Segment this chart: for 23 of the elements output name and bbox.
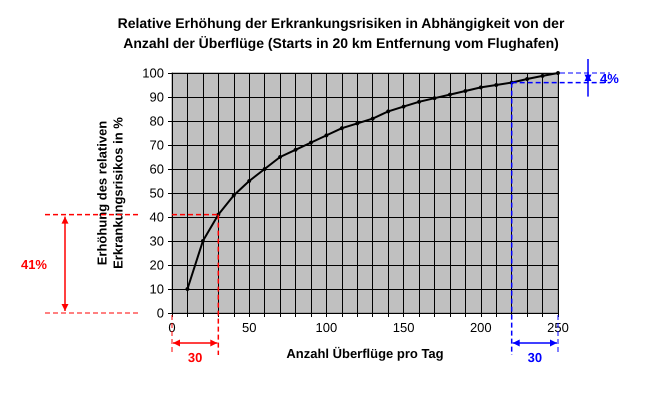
y-tick-label: 80: [150, 114, 164, 128]
x-tick-label: 50: [242, 320, 256, 335]
y-tick-label: 50: [150, 186, 164, 200]
y-tick-label: 100: [142, 66, 164, 80]
y-tick-label: 60: [150, 162, 164, 176]
x-tick-label: 250: [547, 320, 569, 335]
y-tick-label: 30: [150, 234, 164, 248]
text: 30: [188, 350, 202, 365]
x-tick-label: 150: [392, 320, 414, 335]
text: 30: [528, 350, 542, 365]
chart-title: Relative Erhöhung der Erkrankungsrisiken in Abhängigkeit von der Anzahl der Überflüge (Starts in 20 km Entfernung vom Flughafen): [118, 15, 565, 51]
y-tick-label: 70: [150, 138, 164, 152]
text: 4%: [600, 70, 620, 86]
y-axis-title: Erhöhung des relativen Erkrankungsrisikos in %: [94, 116, 126, 269]
x-tick-label: 100: [316, 320, 338, 335]
y-tick-label: 90: [150, 90, 164, 104]
x-tick-label: 200: [470, 320, 492, 335]
x-axis-title: Anzahl Überflüge pro Tag: [286, 346, 444, 361]
text: 41%: [20, 256, 48, 272]
y-tick-label: 20: [150, 258, 164, 272]
y-tick-label: 40: [150, 210, 164, 224]
y-tick-label: 10: [150, 282, 164, 296]
y-tick-label: 0: [156, 306, 164, 320]
